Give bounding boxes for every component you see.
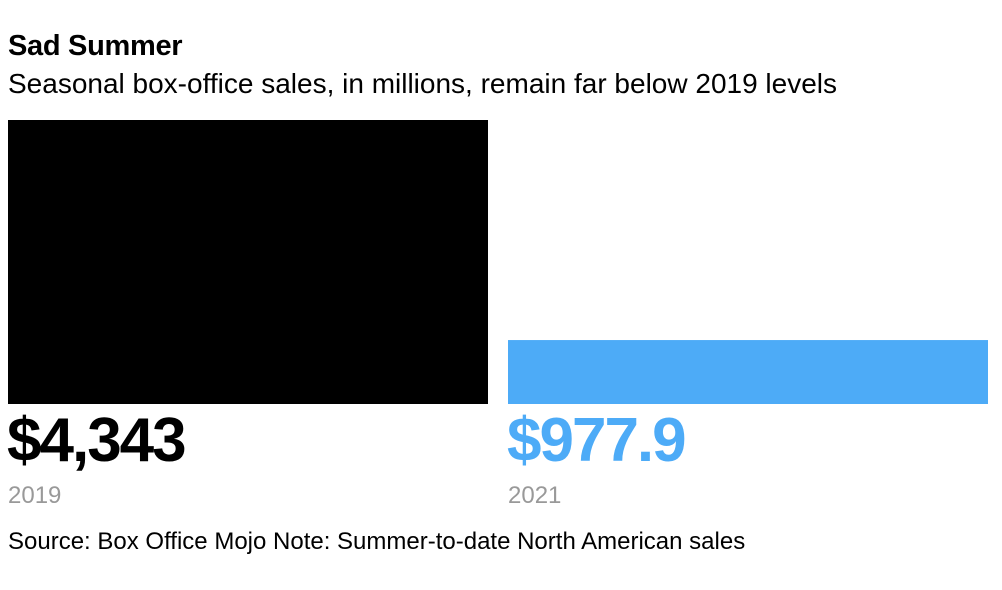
source-note: Source: Box Office Mojo Note: Summer-to-… [8, 528, 746, 555]
category-label-2019: 2019 [8, 482, 61, 509]
category-label-2021: 2021 [508, 482, 561, 509]
chart-title: Sad Summer [8, 30, 183, 62]
bar-2019 [8, 120, 488, 404]
bar-2021 [508, 340, 988, 404]
value-label-2021: $977.9 [507, 406, 685, 475]
chart-subtitle: Seasonal box-office sales, in millions, … [8, 68, 838, 99]
value-label-2019: $4,343 [7, 406, 185, 475]
